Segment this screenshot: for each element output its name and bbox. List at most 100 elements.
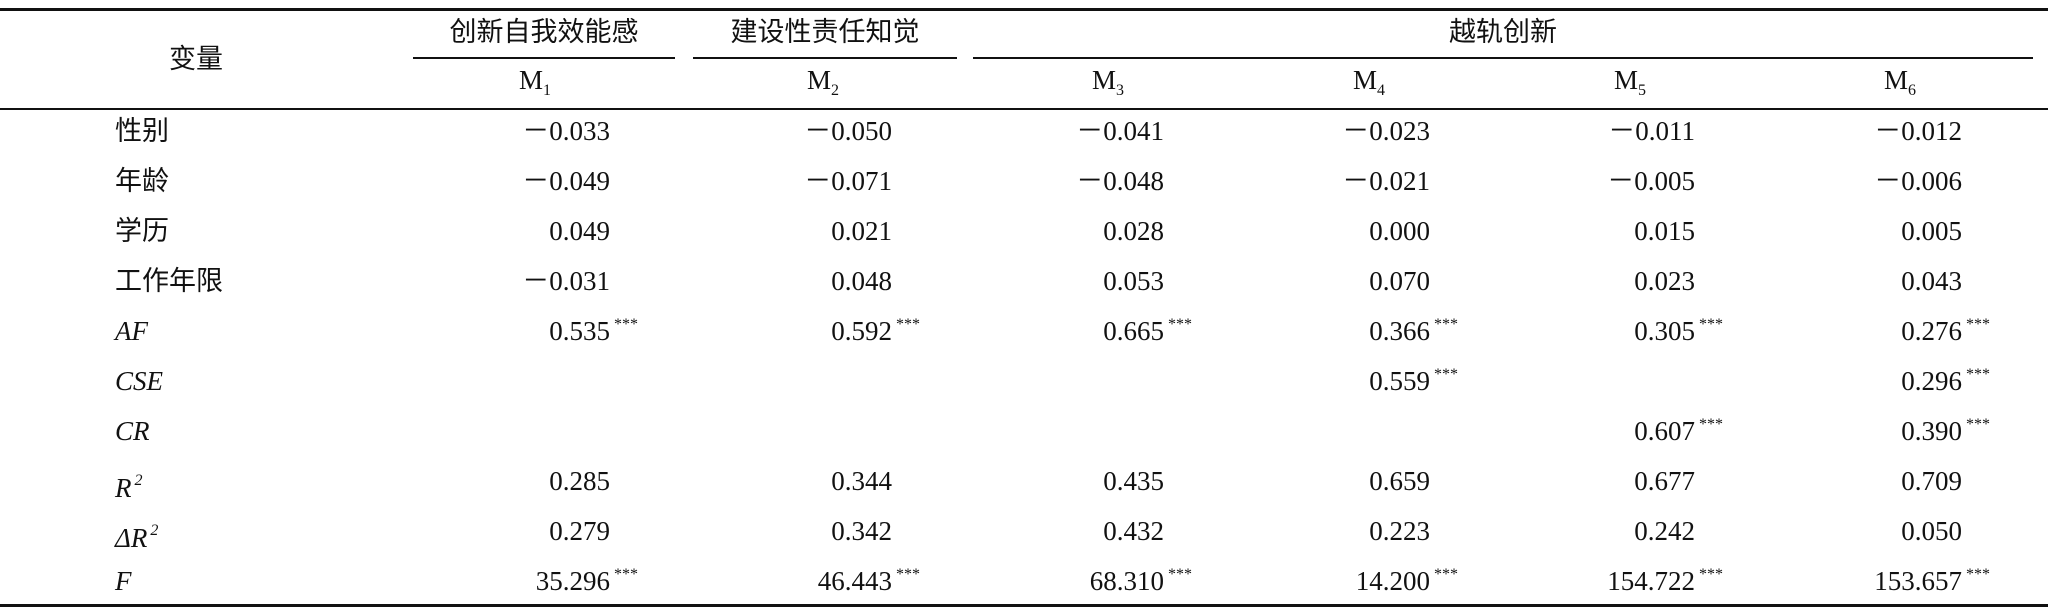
cell-value: 0.015 — [1634, 216, 1695, 246]
cell-value: 0.342 — [831, 516, 892, 546]
rule — [973, 57, 2033, 59]
cell-stars: *** — [1966, 316, 1990, 333]
cell-value: 0.677 — [1634, 466, 1695, 496]
cell-value: 0.366 — [1369, 316, 1430, 346]
cell-stars: *** — [1966, 566, 1990, 583]
row-label-text: 工作年限 — [115, 266, 223, 296]
row-label-sup: 2 — [134, 472, 143, 489]
cell-value: 0.285 — [549, 466, 610, 496]
cell-value: 0.665 — [1103, 316, 1164, 346]
model-base: M — [518, 65, 544, 95]
cell-value: 0.023 — [1634, 266, 1695, 296]
row-label: 学历 — [115, 215, 169, 247]
cell-value: 0.535 — [549, 316, 610, 346]
cell-value: 0.305 — [1634, 316, 1695, 346]
cell-stars: *** — [1699, 566, 1723, 583]
row-label-text: CR — [115, 416, 150, 446]
cell-value: 0.279 — [549, 516, 610, 546]
cell-stars: *** — [1966, 366, 1990, 383]
row-label-text: R — [115, 473, 132, 503]
row-label: F — [115, 565, 132, 597]
cell-value: 0.592 — [831, 316, 892, 346]
cell-value: 0.021 — [831, 216, 892, 246]
cell-value: 0.053 — [1103, 266, 1164, 296]
model-sub: 3 — [1116, 82, 1125, 99]
model-header: M2 — [807, 64, 839, 107]
rule — [693, 57, 957, 59]
cell-stars: *** — [1168, 316, 1192, 333]
cell-value: 0.659 — [1369, 466, 1430, 496]
cell-value: 68.310 — [1089, 566, 1164, 596]
model-sub: 6 — [1908, 82, 1917, 99]
row-label-text: AF — [115, 316, 148, 346]
cell-stars: *** — [1168, 566, 1192, 583]
cell-value: －0.071 — [804, 166, 892, 196]
cell-value: －0.049 — [522, 166, 610, 196]
row-label-text: CSE — [115, 366, 164, 396]
cell-value: －0.050 — [804, 116, 892, 146]
row-label-text: ΔR — [115, 523, 148, 553]
cell-value: －0.006 — [1874, 166, 1962, 196]
model-header: M4 — [1353, 64, 1385, 107]
cell-stars: *** — [1699, 416, 1723, 433]
model-header: M6 — [1884, 64, 1916, 107]
model-sub: 2 — [831, 82, 840, 99]
cell-value: 0.050 — [1901, 516, 1962, 546]
cell-value: 0.005 — [1901, 216, 1962, 246]
row-label-text: F — [115, 566, 132, 596]
cell-value: －0.048 — [1076, 166, 1164, 196]
cell-stars: *** — [1434, 366, 1458, 383]
row-label: 年龄 — [115, 165, 169, 197]
rule — [0, 8, 2048, 11]
cell-value: 0.242 — [1634, 516, 1695, 546]
group-header: 创新自我效能感 — [449, 17, 639, 47]
model-base: M — [1091, 65, 1117, 95]
cell-stars: *** — [896, 316, 920, 333]
row-label: 性别 — [115, 115, 169, 147]
group-header: 建设性责任知觉 — [730, 17, 920, 47]
cell-stars: *** — [614, 566, 638, 583]
cell-value: 154.722 — [1607, 566, 1695, 596]
cell-stars: *** — [1699, 316, 1723, 333]
row-label-text: 学历 — [115, 216, 169, 246]
cell-stars: *** — [1434, 566, 1458, 583]
cell-stars: *** — [614, 316, 638, 333]
rule — [413, 57, 675, 59]
row-label: CSE — [115, 365, 163, 397]
cell-value: －0.041 — [1076, 116, 1164, 146]
cell-value: 46.443 — [817, 566, 892, 596]
model-sub: 4 — [1377, 82, 1386, 99]
rule — [0, 604, 2048, 607]
cell-value: －0.005 — [1607, 166, 1695, 196]
cell-value: 153.657 — [1874, 566, 1962, 596]
cell-value: －0.011 — [1608, 116, 1695, 146]
cell-value: 35.296 — [535, 566, 610, 596]
cell-value: －0.021 — [1342, 166, 1430, 196]
cell-value: 0.432 — [1103, 516, 1164, 546]
row-label: CR — [115, 415, 150, 447]
cell-value: 14.200 — [1355, 566, 1430, 596]
model-base: M — [1613, 65, 1639, 95]
cell-value: 0.043 — [1901, 266, 1962, 296]
cell-stars: *** — [896, 566, 920, 583]
cell-value: 0.559 — [1369, 366, 1430, 396]
row-label: AF — [115, 315, 148, 347]
model-base: M — [806, 65, 832, 95]
cell-value: 0.223 — [1369, 516, 1430, 546]
model-header: M1 — [519, 64, 551, 107]
row-label: 工作年限 — [115, 265, 223, 297]
model-base: M — [1883, 65, 1909, 95]
model-sub: 1 — [543, 82, 552, 99]
cell-value: 0.028 — [1103, 216, 1164, 246]
group-header: 越轨创新 — [1449, 17, 1557, 47]
row-label-text: 性别 — [115, 116, 169, 146]
cell-stars: *** — [1966, 416, 1990, 433]
model-sub: 5 — [1638, 82, 1647, 99]
cell-value: 0.390 — [1901, 416, 1962, 446]
model-header: M3 — [1092, 64, 1124, 107]
cell-stars: *** — [1434, 316, 1458, 333]
cell-value: 0.048 — [831, 266, 892, 296]
row-label: ΔR 2 — [115, 515, 158, 554]
